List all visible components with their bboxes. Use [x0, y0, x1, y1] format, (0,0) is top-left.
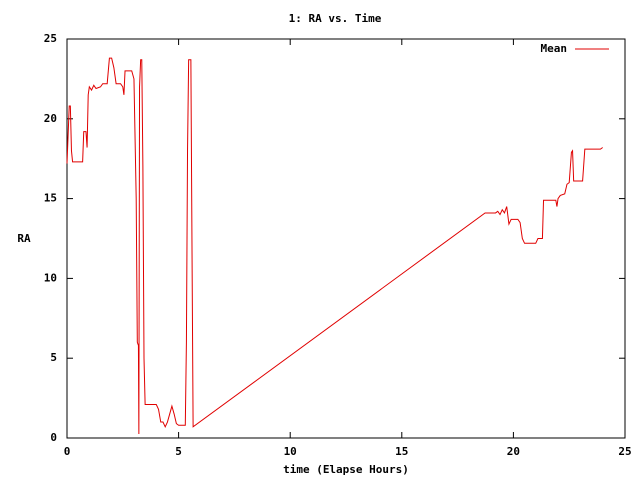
x-tick-label: 10 — [284, 445, 297, 458]
chart-title: 1: RA vs. Time — [289, 12, 382, 25]
x-tick-label: 15 — [395, 445, 408, 458]
x-tick-label: 20 — [507, 445, 520, 458]
y-tick-label: 0 — [50, 431, 57, 444]
x-tick-label: 25 — [618, 445, 631, 458]
y-tick-label: 15 — [44, 192, 57, 205]
y-tick-label: 20 — [44, 112, 57, 125]
x-axis-label: time (Elapse Hours) — [283, 463, 409, 476]
y-axis-label: RA — [17, 232, 31, 245]
y-tick-label: 25 — [44, 32, 57, 45]
x-tick-label: 0 — [64, 445, 71, 458]
y-tick-label: 5 — [50, 351, 57, 364]
y-tick-label: 10 — [44, 271, 57, 284]
plot-frame — [66, 38, 626, 439]
x-tick-label: 5 — [175, 445, 182, 458]
legend-label: Mean — [541, 42, 568, 55]
data-line — [66, 57, 603, 435]
